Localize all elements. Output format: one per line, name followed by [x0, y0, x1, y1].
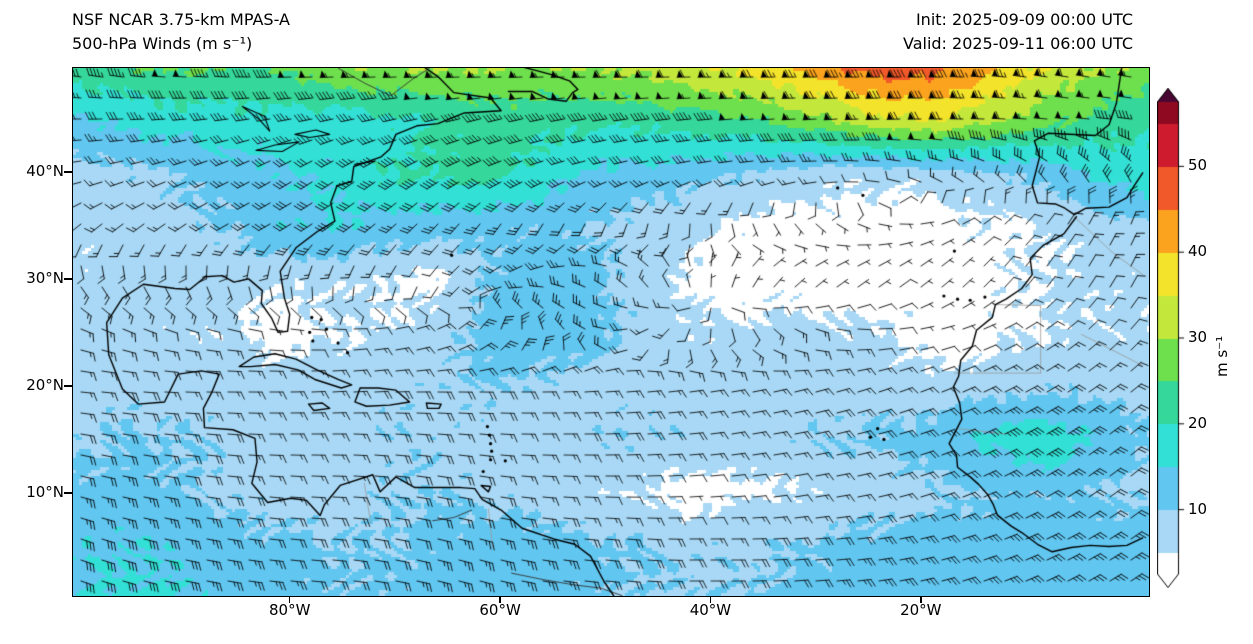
map-canvas	[73, 68, 1149, 596]
colorbar-tick-label: 50	[1188, 156, 1208, 175]
lat-tick-mark	[64, 171, 72, 173]
colorbar-unit-label: m s⁻¹	[1213, 335, 1231, 377]
colorbar-tick-label: 30	[1188, 328, 1208, 346]
map-panel	[72, 67, 1150, 597]
lat-tick-label: 10°N	[26, 482, 64, 501]
colorbar-tick-label: 40	[1188, 242, 1208, 261]
lon-tick-label: 40°W	[689, 601, 732, 619]
valid-time-label: Valid: 2025-09-11 06:00 UTC	[902, 34, 1133, 53]
lon-tick-label: 80°W	[269, 601, 311, 619]
lon-tick-mark	[499, 596, 501, 603]
chart-title-variable: 500-hPa Winds (m s⁻¹)	[72, 34, 253, 53]
init-time-label: Init: 2025-09-09 00:00 UTC	[915, 10, 1133, 29]
lon-tick-mark	[289, 596, 291, 603]
lat-tick-label: 40°N	[26, 161, 64, 180]
lat-tick-mark	[64, 385, 72, 387]
lon-tick-mark	[709, 596, 712, 603]
lat-tick-label: 20°N	[26, 375, 64, 394]
colorbar-tick-label: 20	[1188, 413, 1208, 432]
lon-tick-mark	[920, 596, 922, 603]
colorbar	[1157, 88, 1187, 588]
colorbar-tick-label: 10	[1188, 499, 1208, 518]
chart-title-model: NSF NCAR 3.75-km MPAS-A	[72, 10, 290, 29]
lat-tick-mark	[64, 278, 72, 280]
lon-tick-label: 60°W	[479, 601, 521, 619]
lat-tick-mark	[64, 492, 72, 494]
lon-tick-label: 20°W	[900, 601, 942, 619]
lat-tick-label: 30°N	[26, 268, 64, 287]
